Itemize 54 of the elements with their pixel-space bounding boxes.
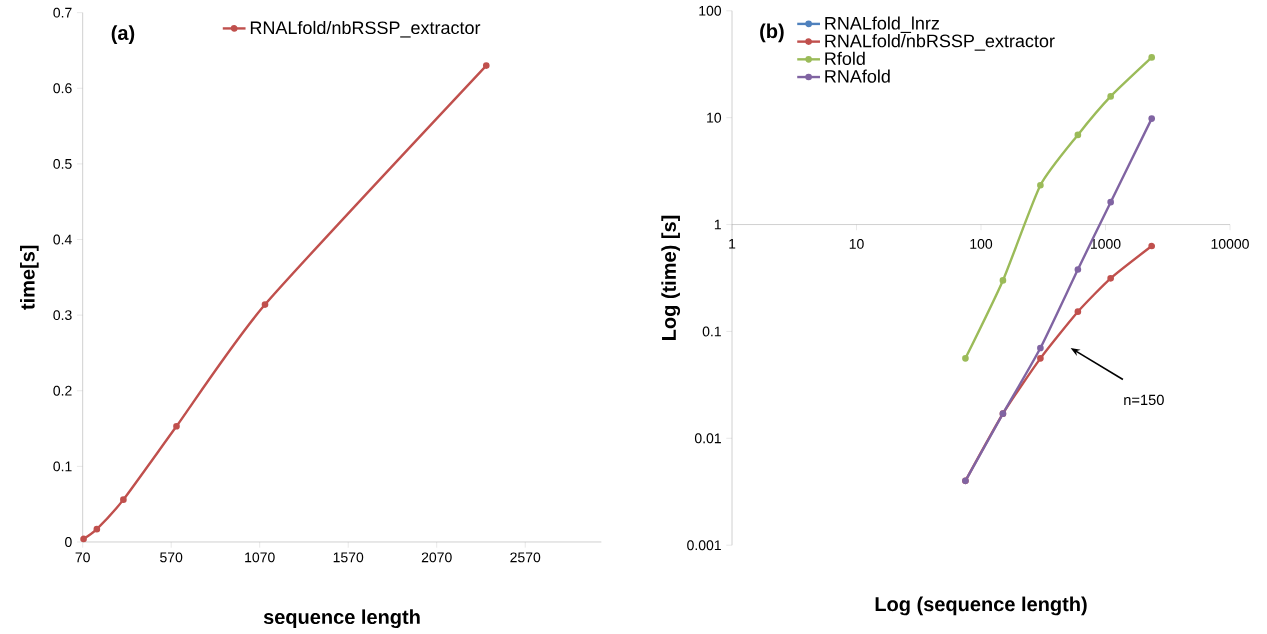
x-tick-label: 100 — [970, 238, 993, 249]
y-tick-label: 0.2 — [53, 385, 72, 396]
point — [93, 525, 101, 533]
point — [1148, 115, 1156, 122]
x-tick-label: 10000 — [1211, 238, 1249, 249]
point — [261, 301, 269, 308]
x-tick-label: 1570 — [333, 552, 364, 563]
point — [1074, 266, 1082, 273]
y-tick-label: 0.1 — [53, 461, 72, 472]
y-tick-label: 1 — [714, 219, 721, 230]
point — [173, 422, 180, 430]
y-axis-title: Log (time) [s] — [661, 215, 681, 340]
legend-label: RNAfold — [825, 69, 890, 83]
legend-label: RNALfold/nbRSSP_extractor — [250, 20, 481, 38]
y-tick-label: 100 — [699, 5, 722, 16]
point — [1074, 131, 1082, 139]
x-tick-label: 70 — [75, 552, 90, 563]
point — [482, 62, 490, 69]
y-tick-label: 10 — [707, 112, 722, 123]
x-tick-label: 1000 — [1091, 238, 1121, 249]
y-tick-label: 0.6 — [53, 83, 72, 94]
text: (b) — [760, 23, 784, 43]
y-tick-label: 0 — [65, 537, 72, 547]
x-axis-title: sequence length — [263, 609, 420, 629]
y-tick-label: 0.5 — [53, 158, 72, 169]
point — [1037, 355, 1044, 362]
point — [999, 277, 1007, 284]
x-tick-label: 2570 — [510, 552, 541, 563]
x-axis-title: Log (sequence length) — [875, 596, 1087, 616]
point — [1037, 181, 1044, 189]
point — [1148, 242, 1156, 250]
y-tick-label: 0.3 — [53, 310, 72, 321]
x-tick-label: 1 — [729, 238, 736, 249]
annotation: n=150 — [1124, 394, 1164, 406]
legend-label: RNALfold/nbRSSP_extractor — [825, 34, 1055, 51]
point — [1074, 308, 1082, 316]
point — [1148, 54, 1156, 61]
y-tick-label: 0.4 — [53, 234, 72, 245]
x-tick-label: 10 — [849, 238, 864, 249]
x-tick-label: 2070 — [421, 552, 452, 563]
text: (a) — [111, 25, 135, 44]
y-tick-label: 0.1 — [702, 326, 721, 337]
point — [120, 496, 127, 503]
point — [962, 355, 969, 362]
y-tick-label: 0.7 — [53, 7, 72, 18]
point — [80, 535, 87, 543]
x-tick-label: 570 — [160, 552, 183, 563]
y-axis-title: time[s] — [20, 245, 39, 310]
legend-label: Rfold — [825, 51, 865, 66]
legend-label: RNALfold_lnrz — [825, 16, 939, 34]
point — [1037, 344, 1044, 352]
y-tick-label: 0.001 — [687, 540, 721, 551]
y-tick-label: 0.01 — [694, 433, 721, 444]
x-tick-label: 1070 — [245, 552, 275, 563]
